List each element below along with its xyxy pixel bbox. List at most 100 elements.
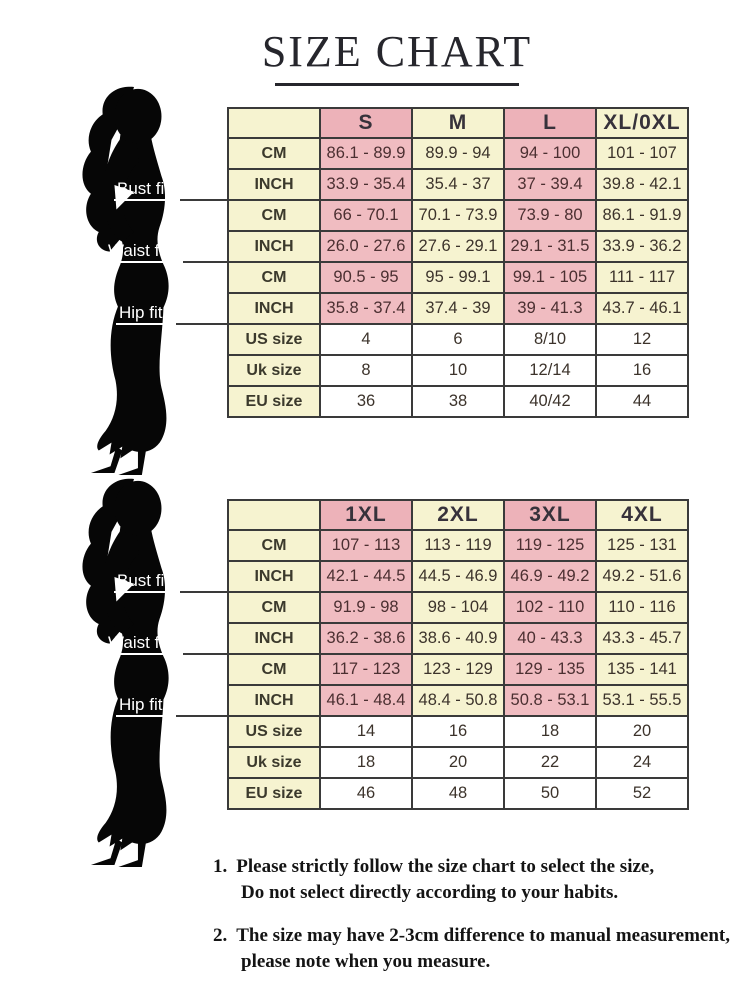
size-cell: 8/10 (503, 323, 597, 356)
corner-cell (227, 107, 321, 139)
size-column-header: L (503, 107, 597, 139)
size-cell: 37.4 - 39 (411, 292, 505, 325)
size-cell: 73.9 - 80 (503, 199, 597, 232)
size-cell: 29.1 - 31.5 (503, 230, 597, 263)
table-row: CM 66 - 70.1 70.1 - 73.9 73.9 - 80 86.1 - 91… (227, 199, 689, 232)
table-row: INCH 46.1 - 48.4 48.4 - 50.8 50.8 - 53.1 53.… (227, 684, 689, 717)
row-label: INCH (227, 684, 321, 717)
row-label: CM (227, 261, 321, 294)
size-cell: 18 (503, 715, 597, 748)
size-cell: 20 (411, 746, 505, 779)
table-row: CM 107 - 113 113 - 119 119 - 125 125 - 131 (227, 529, 689, 562)
row-label: INCH (227, 560, 321, 593)
row-label: CM (227, 653, 321, 686)
table-header-row: S M L XL/0XL (227, 107, 689, 139)
size-cell: 53.1 - 55.5 (595, 684, 689, 717)
bust-measure-line (176, 199, 229, 201)
hip-fit-label-group: Hip fit (116, 695, 174, 717)
size-cell: 40 - 43.3 (503, 622, 597, 655)
row-label: INCH (227, 292, 321, 325)
size-cell: 35.8 - 37.4 (319, 292, 413, 325)
hip-fit-underline (116, 323, 174, 325)
waist-fit-underline (105, 261, 183, 263)
size-cell: 125 - 131 (595, 529, 689, 562)
table-row: INCH 36.2 - 38.6 38.6 - 40.9 40 - 43.3 43.3 … (227, 622, 689, 655)
hip-measure-line (176, 323, 229, 325)
table-row: EU size 46 48 50 52 (227, 777, 689, 810)
size-cell: 117 - 123 (319, 653, 413, 686)
waist-fit-underline (105, 653, 183, 655)
row-label: US size (227, 323, 321, 356)
notes-block: 1. Please strictly follow the size chart … (213, 854, 750, 992)
size-cell: 12 (595, 323, 689, 356)
table-row: Uk size 8 10 12/14 16 (227, 354, 689, 387)
table-header-row: 1XL 2XL 3XL 4XL (227, 499, 689, 531)
size-column-header: S (319, 107, 413, 139)
woman-silhouette-top (82, 86, 169, 476)
hip-fit-underline (116, 715, 174, 717)
table-row: CM 86.1 - 89.9 89.9 - 94 94 - 100 101 - 107 (227, 137, 689, 170)
size-cell: 111 - 117 (595, 261, 689, 294)
row-label: US size (227, 715, 321, 748)
size-cell: 12/14 (503, 354, 597, 387)
table-row: INCH 42.1 - 44.5 44.5 - 46.9 46.9 - 49.2 49.… (227, 560, 689, 593)
size-cell: 89.9 - 94 (411, 137, 505, 170)
bust-fit-underline (114, 199, 180, 201)
size-cell: 14 (319, 715, 413, 748)
size-cell: 39.8 - 42.1 (595, 168, 689, 201)
size-cell: 46.1 - 48.4 (319, 684, 413, 717)
size-cell: 22 (503, 746, 597, 779)
hip-fit-label: Hip fit (119, 303, 163, 322)
waist-fit-label: Waist fit (108, 241, 168, 260)
size-cell: 37 - 39.4 (503, 168, 597, 201)
size-cell: 98 - 104 (411, 591, 505, 624)
waist-fit-label: Waist fit (108, 633, 168, 652)
size-cell: 110 - 116 (595, 591, 689, 624)
size-column-header: 2XL (411, 499, 505, 531)
note-text: please note when you measure. (241, 951, 491, 972)
size-cell: 95 - 99.1 (411, 261, 505, 294)
size-column-header: M (411, 107, 505, 139)
note-1: 1. Please strictly follow the size chart … (213, 854, 750, 906)
bust-fit-label: Bust fit (117, 571, 169, 590)
size-cell: 36 (319, 385, 413, 418)
size-cell: 43.3 - 45.7 (595, 622, 689, 655)
size-cell: 8 (319, 354, 413, 387)
table-row: US size 4 6 8/10 12 (227, 323, 689, 356)
size-cell: 44.5 - 46.9 (411, 560, 505, 593)
table-row: INCH 35.8 - 37.4 37.4 - 39 39 - 41.3 43.7 - … (227, 292, 689, 325)
note-2: 2. The size may have 2-3cm difference to … (213, 923, 750, 975)
row-label: Uk size (227, 354, 321, 387)
waist-measure-line (176, 653, 229, 655)
size-cell: 44 (595, 385, 689, 418)
title-underline (275, 83, 519, 86)
size-table-s-xl: S M L XL/0XL CM 86.1 - 89.9 89.9 - 94 94 - 100… (227, 107, 689, 418)
table-row: INCH 33.9 - 35.4 35.4 - 37 37 - 39.4 39.8 - … (227, 168, 689, 201)
bust-fit-label-group: Bust fit (114, 571, 180, 593)
hip-measure-line (176, 715, 229, 717)
size-cell: 50.8 - 53.1 (503, 684, 597, 717)
size-cell: 6 (411, 323, 505, 356)
size-cell: 24 (595, 746, 689, 779)
table-row: CM 91.9 - 98 98 - 104 102 - 110 110 - 116 (227, 591, 689, 624)
size-cell: 70.1 - 73.9 (411, 199, 505, 232)
row-label: INCH (227, 622, 321, 655)
size-cell: 10 (411, 354, 505, 387)
size-cell: 52 (595, 777, 689, 810)
note-text: Please strictly follow the size chart to… (236, 856, 655, 877)
size-cell: 35.4 - 37 (411, 168, 505, 201)
size-cell: 91.9 - 98 (319, 591, 413, 624)
hip-fit-label-group: Hip fit (116, 303, 174, 325)
note-text: Do not select directly according to your… (241, 882, 619, 903)
waist-measure-line (176, 261, 229, 263)
size-cell: 36.2 - 38.6 (319, 622, 413, 655)
note-text: The size may have 2-3cm difference to ma… (236, 925, 730, 946)
note-number: 2. (213, 925, 228, 946)
size-cell: 101 - 107 (595, 137, 689, 170)
page-title: SIZE CHART (261, 27, 533, 76)
bust-fit-underline (114, 591, 180, 593)
size-cell: 43.7 - 46.1 (595, 292, 689, 325)
size-cell: 49.2 - 51.6 (595, 560, 689, 593)
waist-fit-label-group: Waist fit (105, 241, 183, 263)
